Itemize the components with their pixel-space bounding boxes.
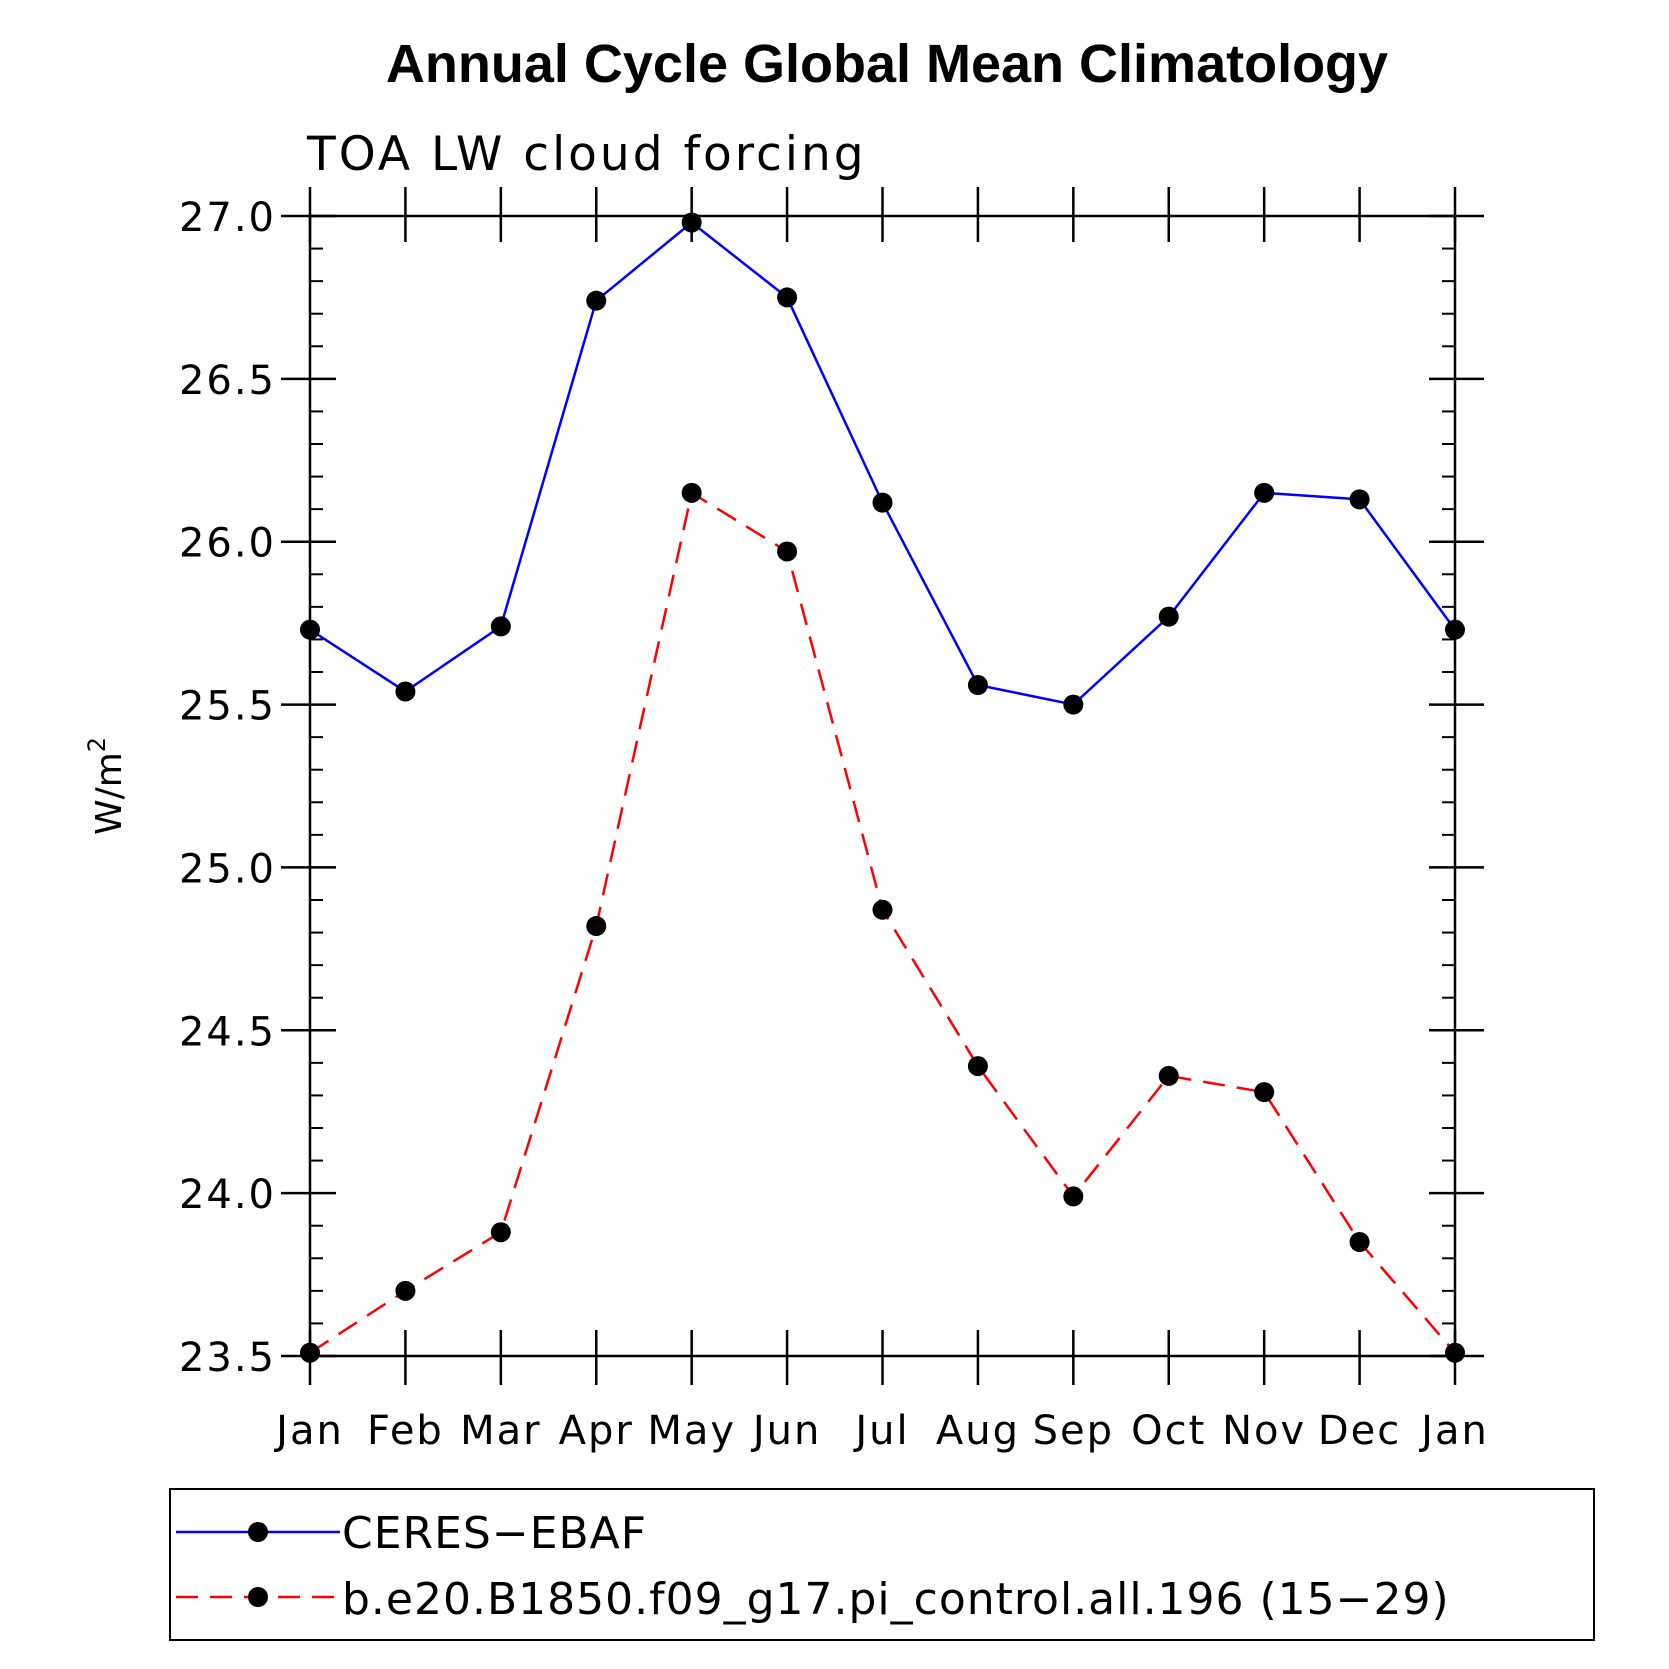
legend-marker-model (248, 1587, 268, 1607)
series-1-point (1254, 1082, 1275, 1103)
series-0-point (490, 616, 511, 637)
series-1-point (1063, 1186, 1084, 1207)
x-tick-label: Jan (273, 1408, 344, 1454)
series-0-point (967, 675, 988, 696)
series-1-point (586, 916, 607, 937)
x-tick-labels: Jan Feb Mar Apr May Jun Jul Aug Sep Oct Nov Dec Jan (273, 1408, 1489, 1454)
series-0-point (872, 492, 893, 513)
series-1-point (395, 1280, 416, 1301)
y-tick-label: 27.0 (179, 195, 276, 241)
x-tick-label: Feb (367, 1408, 444, 1454)
series-1-point (967, 1056, 988, 1077)
y-tick-label: 25.5 (179, 684, 276, 730)
y-axis-label: W/m2 (83, 737, 130, 835)
series-0-point (586, 290, 607, 311)
x-tick-label: Jan (1418, 1408, 1489, 1454)
x-tick-label: Dec (1318, 1408, 1401, 1454)
x-tick-label: Nov (1222, 1408, 1306, 1454)
series-1-point (490, 1222, 511, 1243)
x-tick-label: Apr (559, 1408, 634, 1454)
series-1-point (872, 899, 893, 920)
legend: CERES−EBAF b.e20.B1850.f09_g17.pi_contro… (169, 1488, 1595, 1641)
series-0-point (1349, 489, 1370, 510)
y-tick-label: 24.0 (179, 1172, 276, 1218)
y-tick-label: 26.0 (179, 521, 276, 567)
x-tick-label: Aug (936, 1408, 1020, 1454)
chart-title: Annual Cycle Global Mean Climatology (386, 34, 1388, 94)
legend-box (169, 1488, 1595, 1641)
minor-ticks (310, 247, 1455, 1325)
series-1-point (1445, 1342, 1465, 1363)
x-tick-label: Jun (750, 1408, 822, 1454)
y-tick-label: 25.0 (179, 846, 276, 892)
legend-marker-ceres (248, 1522, 268, 1542)
series-0-point (395, 681, 416, 702)
x-tick-label: Mar (460, 1408, 541, 1454)
series-0-point (1254, 482, 1275, 503)
y-tick-label: 24.5 (179, 1009, 276, 1055)
x-tick-label: Oct (1131, 1408, 1206, 1454)
series-1-point (681, 482, 702, 503)
series-0-point (681, 212, 702, 233)
series-0-point (777, 287, 798, 308)
series-1-point (1158, 1065, 1179, 1086)
series-line-1 (309, 490, 1456, 1354)
series-0-point (1158, 606, 1179, 627)
series-1-point (777, 541, 798, 562)
legend-label-model: b.e20.B1850.f09_g17.pi_control.all.196 (… (342, 1574, 1450, 1625)
series-line-0 (309, 220, 1457, 706)
y-axis-label-superscript: 2 (83, 737, 111, 752)
series-0-point (300, 619, 320, 640)
x-tick-label: Jul (852, 1408, 909, 1454)
y-tick-labels: 23.5 24.0 24.5 25.0 25.5 26.0 26.5 27.0 (179, 195, 276, 1381)
series-1-point (300, 1342, 320, 1363)
y-axis-label-text: W/m (89, 752, 130, 835)
series-0-point (1445, 619, 1465, 640)
series-layer (300, 212, 1465, 1363)
y-tick-label: 23.5 (179, 1335, 276, 1381)
svg-text:W/m2: W/m2 (83, 737, 130, 835)
plot-frame (308, 214, 1457, 1358)
x-tick-label: Sep (1033, 1408, 1114, 1454)
series-0-point (1063, 694, 1084, 715)
chart-subtitle: TOA LW cloud forcing (306, 127, 867, 182)
x-tick-label: May (647, 1408, 736, 1454)
legend-label-ceres: CERES−EBAF (342, 1508, 647, 1559)
major-ticks (281, 187, 1484, 1385)
series-1-point (1349, 1232, 1370, 1252)
y-tick-label: 26.5 (179, 358, 276, 404)
